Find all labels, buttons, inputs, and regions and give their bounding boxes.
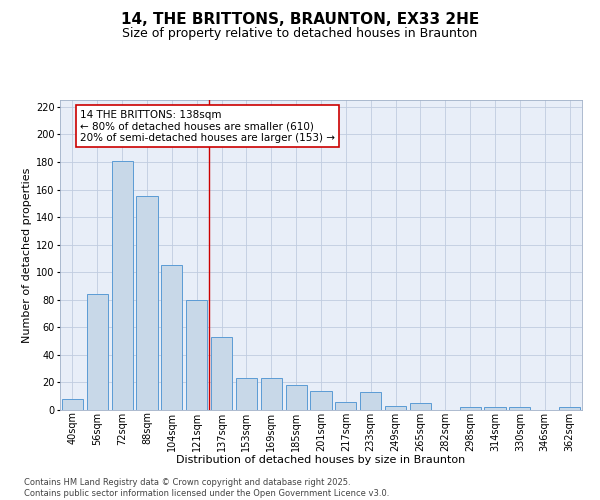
Bar bbox=[236, 378, 257, 410]
Bar bbox=[186, 300, 207, 410]
Bar bbox=[62, 399, 83, 410]
Bar bbox=[559, 407, 580, 410]
Bar bbox=[509, 407, 530, 410]
Text: Contains HM Land Registry data © Crown copyright and database right 2025.
Contai: Contains HM Land Registry data © Crown c… bbox=[24, 478, 389, 498]
Bar bbox=[112, 160, 133, 410]
Bar bbox=[161, 266, 182, 410]
Bar bbox=[261, 378, 282, 410]
Bar bbox=[410, 403, 431, 410]
Bar bbox=[286, 385, 307, 410]
Bar bbox=[310, 390, 332, 410]
Bar bbox=[360, 392, 381, 410]
X-axis label: Distribution of detached houses by size in Braunton: Distribution of detached houses by size … bbox=[176, 455, 466, 465]
Text: 14 THE BRITTONS: 138sqm
← 80% of detached houses are smaller (610)
20% of semi-d: 14 THE BRITTONS: 138sqm ← 80% of detache… bbox=[80, 110, 335, 143]
Bar bbox=[335, 402, 356, 410]
Bar bbox=[211, 337, 232, 410]
Bar bbox=[385, 406, 406, 410]
Bar bbox=[460, 407, 481, 410]
Y-axis label: Number of detached properties: Number of detached properties bbox=[22, 168, 32, 342]
Text: 14, THE BRITTONS, BRAUNTON, EX33 2HE: 14, THE BRITTONS, BRAUNTON, EX33 2HE bbox=[121, 12, 479, 28]
Text: Size of property relative to detached houses in Braunton: Size of property relative to detached ho… bbox=[122, 28, 478, 40]
Bar bbox=[87, 294, 108, 410]
Bar bbox=[136, 196, 158, 410]
Bar bbox=[484, 407, 506, 410]
